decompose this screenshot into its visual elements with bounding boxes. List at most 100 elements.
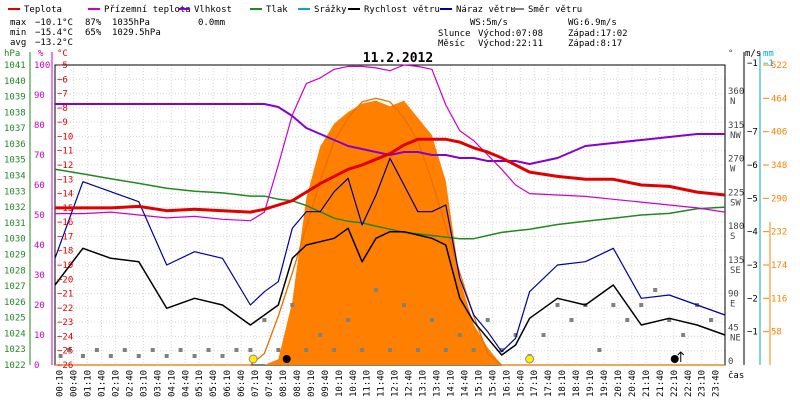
wind-direction-point: [290, 303, 295, 307]
degc-tick-label: −10: [57, 132, 73, 142]
degc-tick-label: −11: [57, 147, 73, 157]
hpa-tick-label: 1034: [4, 172, 26, 182]
hpa-tick-label: 1026: [4, 298, 26, 308]
pct-tick-label: 50: [34, 211, 45, 221]
x-tick-label: 18:40: [572, 370, 582, 397]
wind-direction-point: [192, 354, 197, 358]
legend-label-temperature: Teplota: [24, 5, 62, 15]
direction-compass-label: NW: [730, 131, 741, 141]
wind-direction-point: [276, 348, 281, 352]
wind-direction-point: [374, 288, 379, 292]
sunset-marker: [525, 354, 535, 364]
hpa-tick-label: 1022: [4, 361, 26, 371]
wind-direction-point: [513, 333, 518, 337]
sun-rise: Východ:07:08: [478, 29, 543, 39]
hpa-tick-label: 1030: [4, 235, 26, 245]
solar-tick-label: 232: [771, 228, 787, 238]
solar-tick-label: 290: [771, 194, 787, 204]
direction-tick-label: 225: [728, 188, 744, 198]
x-tick-label: 00:40: [70, 370, 80, 397]
wind-tick-label: −7: [747, 128, 758, 138]
wind-direction-point: [443, 348, 448, 352]
x-tick-label: 23:10: [698, 370, 708, 397]
direction-compass-label: SW: [730, 198, 741, 208]
x-tick-label: 14:40: [460, 370, 470, 397]
mm-tick-label: −1: [763, 59, 774, 69]
legend-label-feels_like: Přízemní teplota: [104, 5, 191, 15]
pct-tick-label: 70: [34, 151, 45, 161]
wind-direction-point: [415, 348, 420, 352]
degc-tick-label: −8: [57, 104, 68, 114]
hpa-tick-label: 1028: [4, 266, 26, 276]
x-tick-label: 05:10: [195, 370, 205, 397]
x-tick-label: 18:10: [558, 370, 568, 397]
stats-max-temp: −10.1°C: [35, 18, 73, 28]
x-axis-label: čas: [728, 370, 744, 381]
x-tick-label: 12:40: [405, 370, 415, 397]
wind-wg: WG:6.9m/s: [568, 18, 617, 28]
sun-label: Slunce: [438, 29, 471, 39]
wind-direction-point: [485, 318, 490, 322]
stats-avg-temp: −13.2°C: [35, 38, 73, 48]
x-tick-label: 10:10: [335, 370, 345, 397]
x-tick-label: 20:40: [628, 370, 638, 397]
hpa-tick-label: 1025: [4, 314, 26, 324]
solar-radiation-area: [55, 100, 725, 365]
direction-compass-label: E: [730, 300, 735, 310]
degc-tick-label: −24: [57, 332, 73, 342]
x-tick-label: 23:40: [712, 370, 722, 397]
moon-label: Měsíc: [438, 39, 465, 49]
x-tick-label: 03:10: [139, 370, 149, 397]
x-tick-label: 02:40: [125, 370, 135, 397]
wind-tick-label: −6: [747, 161, 758, 171]
wind-direction-point: [555, 303, 560, 307]
stats-max-hum: 87%: [85, 18, 102, 28]
solar-tick-label: 522: [771, 61, 787, 71]
degc-tick-label: −23: [57, 318, 73, 328]
wind-direction-point: [611, 303, 616, 307]
series-line-feels-like: [55, 64, 726, 222]
x-tick-label: 17:40: [544, 370, 554, 397]
solar-tick-label: 464: [771, 94, 787, 104]
degc-tick-label: −20: [57, 275, 73, 285]
hpa-tick-label: 1029: [4, 250, 26, 260]
wind-direction-point: [597, 348, 602, 352]
hpa-tick-label: 1040: [4, 77, 26, 87]
wind-direction-point: [248, 348, 253, 352]
hpa-tick-label: 1037: [4, 124, 26, 134]
x-tick-label: 16:10: [502, 370, 512, 397]
wind-direction-point: [66, 348, 71, 352]
wind-direction-point: [639, 303, 644, 307]
wind-direction-point: [360, 348, 365, 352]
stats-min-label: min: [10, 28, 26, 38]
pct-tick-label: 30: [34, 271, 45, 281]
degc-tick-label: −15: [57, 204, 73, 214]
solar-area: [55, 97, 725, 366]
wind-tick-label: −4: [747, 228, 758, 238]
direction-compass-label: S: [730, 232, 735, 242]
x-tick-label: 03:40: [153, 370, 163, 397]
wind-tick-label: −2: [747, 294, 758, 304]
wind-direction-point: [541, 333, 546, 337]
x-tick-label: 19:10: [586, 370, 596, 397]
pct-tick-label: 100: [34, 61, 50, 71]
direction-tick-label: 270: [728, 155, 744, 165]
wind-direction-point: [220, 354, 225, 358]
chart-title: 11.2.2012: [363, 51, 433, 66]
degc-unit: °C: [57, 49, 68, 59]
hpa-tick-label: 1027: [4, 282, 26, 292]
wind-direction-point: [499, 348, 504, 352]
wind-tick-label: −1: [747, 59, 758, 69]
degc-tick-label: −7: [57, 90, 68, 100]
wind-direction-point: [178, 348, 183, 352]
wind-direction-point: [150, 348, 155, 352]
stats-min-temp: −15.4°C: [35, 28, 73, 38]
degc-tick-label: −17: [57, 232, 73, 242]
degc-tick-label: −9: [57, 118, 68, 128]
moonrise-arrow-icon: [677, 351, 685, 362]
direction-tick-label: 45: [728, 323, 739, 333]
wind-tick-label: −3: [747, 261, 758, 271]
pct-tick-label: 10: [34, 331, 45, 341]
series-lines: [54, 64, 726, 356]
